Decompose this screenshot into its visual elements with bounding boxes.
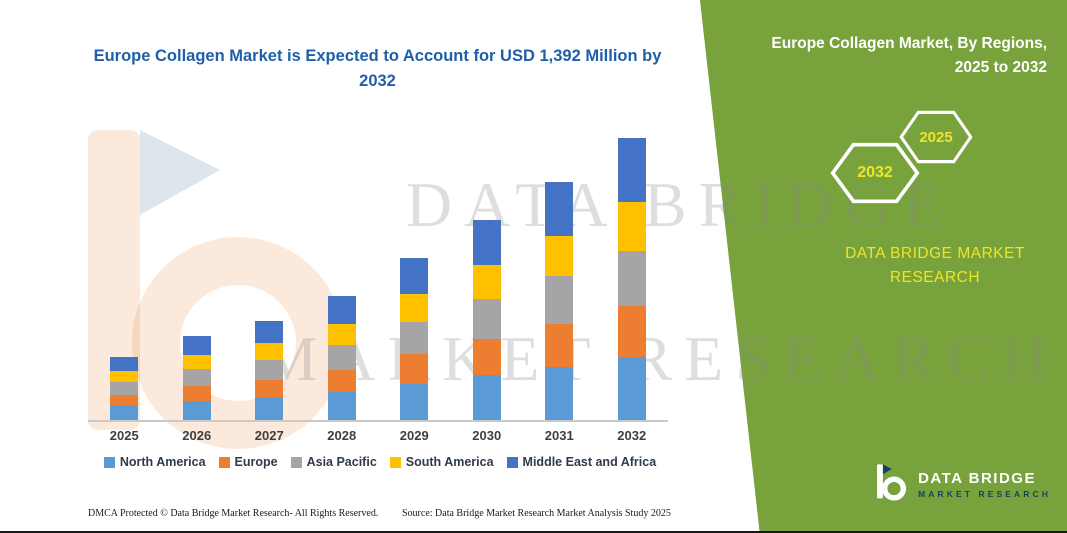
bottom-border-line (0, 531, 1067, 533)
x-axis-label: 2025 (109, 428, 139, 443)
bar-segment-north-america (617, 357, 646, 420)
bar-segment-europe (400, 354, 429, 384)
dmca-footer-text: DMCA Protected © Data Bridge Market Rese… (88, 508, 379, 519)
watermark-line2: MARKET RESEARCH (260, 323, 1060, 394)
chart-title: Europe Collagen Market is Expected to Ac… (93, 47, 662, 90)
bar-group (233, 320, 306, 420)
bar-segment-north-america (255, 397, 284, 420)
bar-chart (88, 136, 668, 422)
legend-label: Middle East and Africa (522, 455, 657, 469)
logo-watermark-icon (70, 115, 370, 460)
bar-segment-north-america (472, 375, 501, 420)
footer-logo-brand: DATA BRIDGE (918, 470, 1036, 487)
data-bridge-logo-icon (875, 462, 909, 507)
legend-swatch (290, 456, 302, 468)
bar-segment-europe (255, 379, 284, 398)
hexagon-2025-year: 2025 (919, 128, 953, 146)
bar-segment-south-america (182, 355, 211, 370)
legend-swatch (506, 456, 518, 468)
bar-segment-asia-pacific (545, 276, 574, 324)
bar-group (306, 296, 379, 420)
bar-segment-south-america (327, 324, 356, 346)
footer-logo-sub: MARKET RESEARCH (918, 489, 1051, 499)
bar-segment-asia-pacific (472, 299, 501, 340)
bar-segment-europe (617, 305, 646, 358)
legend-label: South America (405, 455, 494, 469)
legend-item: North America (103, 455, 206, 469)
x-axis-labels: 2025 2026 2027 2028 2029 2030 2031 2032 (88, 428, 668, 443)
bar-segment-south-america (472, 265, 501, 300)
bar-segment-south-america (545, 235, 574, 277)
bar-segment-middle-east-and-africa (182, 336, 211, 356)
bar-segment-europe (545, 323, 574, 367)
legend-item: South America (389, 455, 494, 469)
source-footer-text: Source: Data Bridge Market Research Mark… (402, 508, 671, 519)
bar-segment-middle-east-and-africa (472, 220, 501, 266)
x-axis-label: 2029 (399, 428, 429, 443)
bar-group (88, 357, 161, 420)
bar-segment-asia-pacific (617, 250, 646, 306)
hexagon-2032-year: 2032 (857, 164, 893, 181)
bar-segment-north-america (182, 401, 211, 420)
legend-label: North America (119, 455, 206, 469)
bar-segment-europe (110, 394, 139, 406)
x-axis-label: 2027 (254, 428, 284, 443)
legend-label: Asia Pacific (306, 455, 377, 469)
bar-group (523, 182, 596, 420)
bar-segment-europe (182, 386, 211, 402)
right-panel-title: Europe Collagen Market, By Regions, 2025… (771, 35, 1047, 77)
legend-item: Europe (218, 455, 278, 469)
bar-segment-middle-east-and-africa (617, 138, 646, 203)
legend-item: Middle East and Africa (506, 455, 657, 469)
bar-group (378, 257, 451, 420)
bar-segment-south-america (110, 371, 139, 382)
x-axis-label: 2032 (617, 428, 647, 443)
bar-segment-asia-pacific (255, 360, 284, 380)
footer-logo: DATA BRIDGE MARKET RESEARCH (875, 462, 1051, 507)
bar-segment-middle-east-and-africa (545, 182, 574, 236)
legend-item: Asia Pacific (290, 455, 377, 469)
bar-segment-north-america (327, 392, 356, 420)
x-axis-label: 2028 (327, 428, 357, 443)
bar-group (596, 138, 669, 420)
bar-segment-north-america (545, 366, 574, 420)
bar-segment-middle-east-and-africa (255, 320, 284, 344)
bar-segment-asia-pacific (110, 381, 139, 395)
legend-swatch (103, 456, 115, 468)
x-axis-label: 2026 (182, 428, 212, 443)
hexagon-2032: 2032 (830, 142, 920, 204)
bar-segment-europe (327, 369, 356, 393)
hexagon-2025: 2025 (899, 110, 973, 164)
bar-segment-south-america (255, 343, 284, 361)
bar-segment-asia-pacific (182, 369, 211, 387)
bar-segment-north-america (110, 405, 139, 420)
x-axis-label: 2030 (472, 428, 502, 443)
bar-segment-south-america (617, 202, 646, 251)
bar-segment-south-america (400, 294, 429, 322)
bar-segment-asia-pacific (400, 321, 429, 355)
bar-segment-middle-east-and-africa (327, 296, 356, 325)
legend-label: Europe (234, 455, 278, 469)
bar-segment-middle-east-and-africa (110, 357, 139, 372)
bar-segment-europe (472, 339, 501, 375)
legend-swatch (218, 456, 230, 468)
bar-segment-asia-pacific (327, 345, 356, 370)
legend: North America Europe Asia Pacific South Ame… (55, 455, 705, 469)
bar-group (451, 220, 524, 420)
brand-watermark-text: DATA BRIDGE MARKET RESEARCH (845, 245, 1025, 287)
bar-segment-middle-east-and-africa (400, 257, 429, 295)
legend-swatch (389, 456, 401, 468)
x-axis-label: 2031 (544, 428, 574, 443)
bar-group (161, 336, 234, 420)
bar-segment-north-america (400, 383, 429, 420)
